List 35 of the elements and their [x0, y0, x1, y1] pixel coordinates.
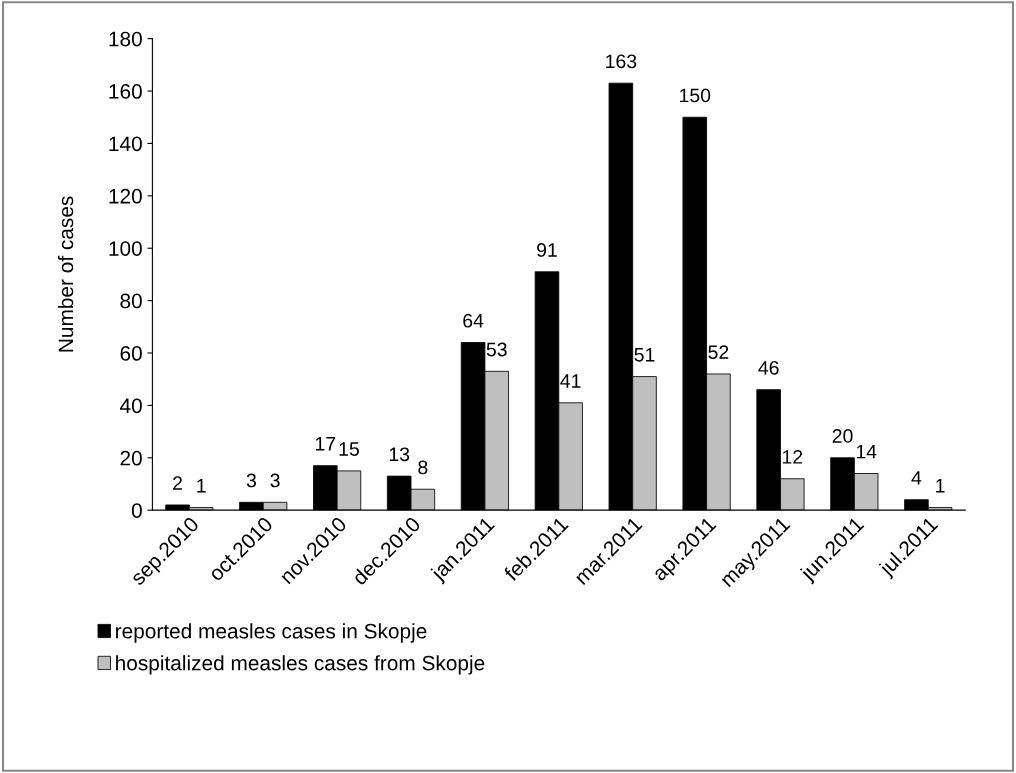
data-label: 163 — [606, 54, 637, 69]
legend-label: hospitalized measles cases from Skopje — [116, 655, 485, 675]
data-label: 150 — [680, 88, 711, 103]
y-tick-label: 0 — [131, 503, 142, 518]
y-tick-label: 100 — [109, 241, 142, 256]
data-label: 41 — [560, 374, 581, 388]
data-label: 1 — [936, 479, 945, 493]
y-tick-label: 180 — [109, 31, 142, 47]
data-label: 17 — [315, 437, 336, 451]
data-label: 53 — [486, 342, 507, 357]
data-label: 3 — [246, 473, 256, 488]
y-tick-label: 40 — [119, 398, 142, 414]
data-label: 12 — [782, 450, 803, 464]
legend-label: reported measles cases in Skopje — [116, 623, 427, 643]
data-label: 51 — [634, 348, 655, 362]
data-label: 52 — [708, 345, 729, 360]
data-label: 3 — [270, 473, 280, 488]
data-label: 2 — [173, 476, 182, 490]
y-tick-label: 160 — [109, 84, 142, 99]
y-tick-label: 120 — [109, 188, 142, 204]
data-label: 13 — [389, 447, 410, 462]
y-tick-label: 20 — [120, 450, 142, 466]
y-tick-label: 140 — [109, 136, 142, 152]
data-label: 8 — [418, 460, 428, 475]
data-label: 15 — [339, 442, 359, 456]
y-tick-label: 60 — [120, 346, 142, 361]
y-tick-label: 80 — [120, 293, 142, 309]
data-label: 46 — [758, 360, 779, 375]
data-label: 4 — [911, 471, 922, 485]
data-label: 14 — [856, 444, 877, 459]
y-axis-title: Number of cases — [57, 196, 74, 352]
data-label: 20 — [832, 429, 853, 443]
data-label: 91 — [537, 243, 557, 257]
data-label: 1 — [197, 479, 206, 493]
data-label: 64 — [463, 313, 484, 328]
